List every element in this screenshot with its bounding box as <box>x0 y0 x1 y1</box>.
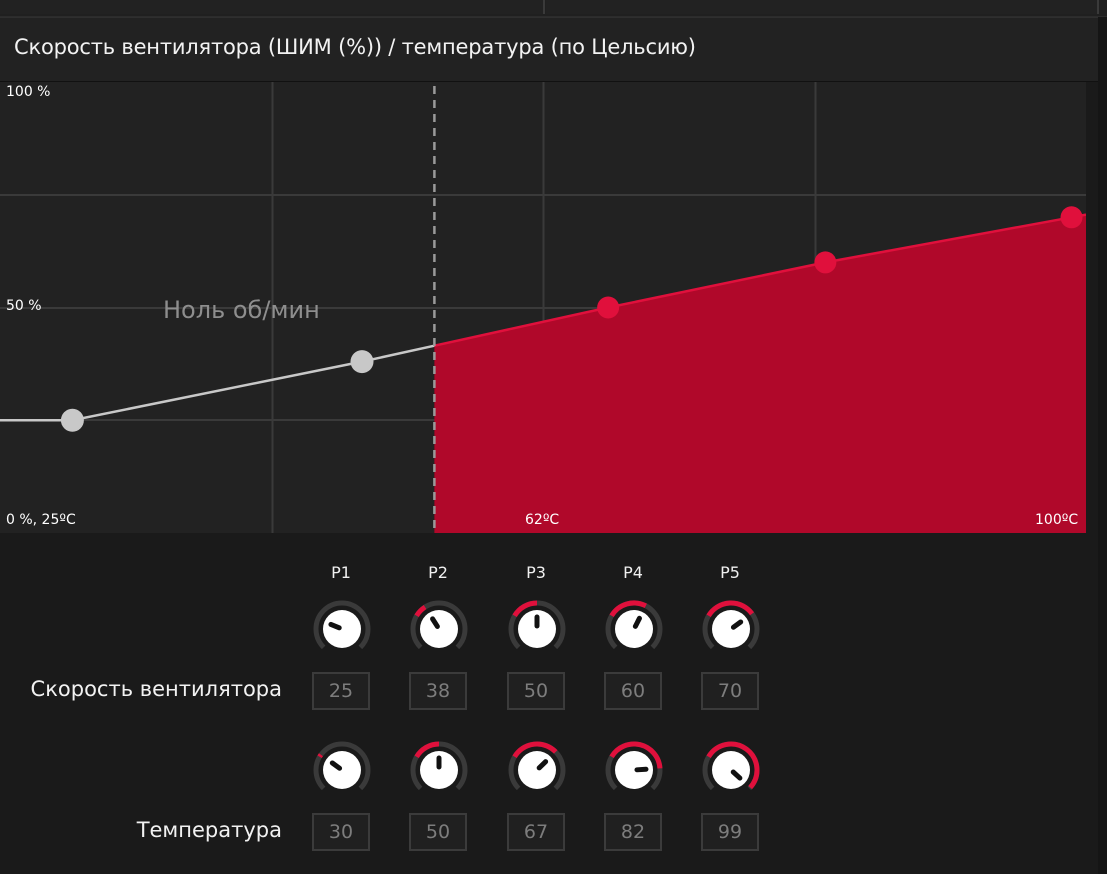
knob-dial-icon <box>410 600 468 650</box>
panel-header: Скорость вентилятора (ШИМ (%)) / темпера… <box>0 17 1098 82</box>
temperature-input-p2[interactable] <box>409 813 467 851</box>
curve-point-p5[interactable] <box>1060 206 1083 229</box>
y-tick-label-mid: 50 % <box>6 298 42 314</box>
fan-speed-knob-p2[interactable] <box>409 599 469 659</box>
temperature-input-p1[interactable] <box>312 813 370 851</box>
scroll-edge <box>1098 17 1107 874</box>
zero-rpm-label: Ноль об/мин <box>163 296 320 324</box>
temperature-knob-p3[interactable] <box>507 740 567 800</box>
x-tick-label-mid: 62ºC <box>525 512 560 528</box>
fan-speed-input-p2[interactable] <box>409 672 467 710</box>
panel-title: Скорость вентилятора (ШИМ (%)) / темпера… <box>14 35 696 59</box>
curve-point-p4[interactable] <box>814 251 837 274</box>
temperature-row-label: Температура <box>136 818 282 842</box>
curve-points-controls: P1 P2 P3 P4 P5 Скорость вентилятора Темп… <box>0 533 1098 874</box>
column-header-p3: P3 <box>526 563 546 582</box>
knob-dial-icon <box>605 600 663 650</box>
fan-speed-knob-p3[interactable] <box>507 599 567 659</box>
knob-dial-icon <box>313 741 371 791</box>
column-header-p4: P4 <box>623 563 643 582</box>
temperature-knob-p4[interactable] <box>604 740 664 800</box>
curve-point-p1[interactable] <box>60 408 84 432</box>
x-tick-label-end: 100ºC <box>1035 512 1079 528</box>
temperature-knob-p2[interactable] <box>409 740 469 800</box>
knob-dial-icon <box>605 741 663 791</box>
active-curve-area <box>434 214 1086 533</box>
knob-dial-icon <box>702 741 760 791</box>
curve-point-p2[interactable] <box>350 350 374 374</box>
fan-speed-knob-p5[interactable] <box>701 599 761 659</box>
column-header-p1: P1 <box>331 563 351 582</box>
fan-speed-row-label: Скорость вентилятора <box>30 677 282 701</box>
fan-speed-input-p5[interactable] <box>701 672 759 710</box>
fan-speed-knob-p4[interactable] <box>604 599 664 659</box>
inactive-curve-line <box>0 344 435 422</box>
knob-dial-icon <box>508 600 566 650</box>
fan-curve-chart[interactable]: 100 % 50 % 0 %, 25ºC 62ºC 100ºC Ноль об/… <box>0 82 1086 533</box>
knob-dial-icon <box>313 600 371 650</box>
top-tab-segment <box>546 0 1099 14</box>
fan-speed-input-p4[interactable] <box>604 672 662 710</box>
top-tab-segment <box>0 0 545 14</box>
temperature-knob-p1[interactable] <box>312 740 372 800</box>
column-header-p5: P5 <box>720 563 740 582</box>
fan-speed-input-p1[interactable] <box>312 672 370 710</box>
knob-dial-icon <box>508 741 566 791</box>
fan-curve-svg[interactable] <box>0 82 1086 533</box>
top-tab-strip <box>0 0 1107 17</box>
knob-dial-icon <box>410 741 468 791</box>
column-header-p2: P2 <box>428 563 448 582</box>
y-tick-label-top: 100 % <box>6 84 51 100</box>
temperature-input-p4[interactable] <box>604 813 662 851</box>
x-tick-label-origin: 0 %, 25ºC <box>6 512 76 528</box>
knob-dial-icon <box>702 600 760 650</box>
fan-speed-knob-p1[interactable] <box>312 599 372 659</box>
temperature-input-p5[interactable] <box>701 813 759 851</box>
temperature-knob-p5[interactable] <box>701 740 761 800</box>
curve-point-p3[interactable] <box>597 296 620 319</box>
temperature-input-p3[interactable] <box>507 813 565 851</box>
fan-speed-input-p3[interactable] <box>507 672 565 710</box>
